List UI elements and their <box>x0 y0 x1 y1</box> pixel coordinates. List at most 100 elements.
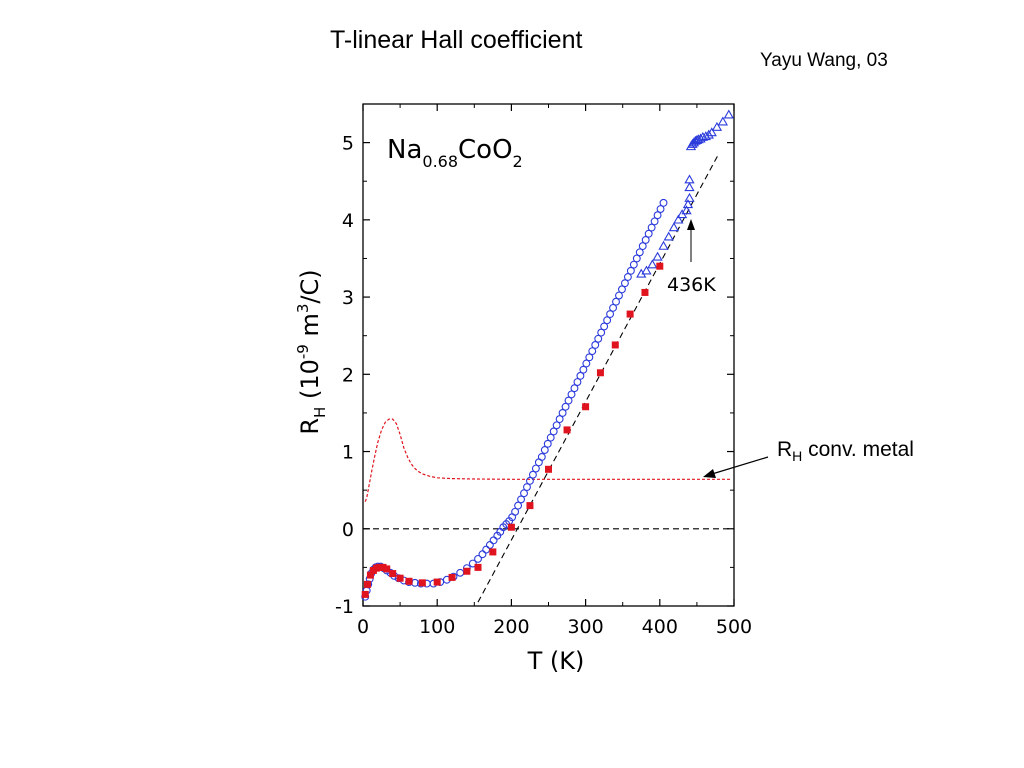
data-point-triangle <box>684 192 695 202</box>
data-point-square <box>611 341 619 349</box>
data-point-circle <box>647 223 656 232</box>
data-point-circle <box>594 334 603 343</box>
data-point-triangle <box>706 127 717 137</box>
data-point-square <box>507 523 515 531</box>
data-point-circle <box>514 501 523 510</box>
data-point-circle <box>606 310 615 319</box>
data-point-square <box>656 262 664 270</box>
data-point-triangle <box>636 268 647 278</box>
data-point-circle <box>468 559 477 568</box>
data-point-circle <box>635 248 644 257</box>
data-point-square <box>366 571 374 579</box>
data-point-circle <box>582 359 591 368</box>
y-tick-label: 2 <box>342 364 354 386</box>
data-point-circle <box>517 495 525 504</box>
data-point-square <box>526 502 534 510</box>
data-point-triangle <box>703 129 714 139</box>
data-point-triangle <box>652 251 663 261</box>
data-point-circle <box>612 297 620 306</box>
data-point-circle <box>525 476 534 485</box>
data-point-square <box>396 574 404 582</box>
data-point-circle <box>659 198 668 207</box>
data-point-circle <box>456 568 465 577</box>
data-point-circle <box>520 489 528 498</box>
data-point-circle <box>489 536 498 545</box>
y-tick-label: 4 <box>342 210 354 232</box>
data-point-circle <box>561 402 570 411</box>
data-point-circle <box>523 483 531 492</box>
data-point-circle <box>591 341 600 349</box>
data-point-circle <box>609 303 618 312</box>
callout-r: R <box>777 438 792 461</box>
data-point-circle <box>537 452 546 461</box>
axis-ticks <box>362 104 735 607</box>
data-point-circle <box>579 365 588 374</box>
conv-metal-arrow-line <box>711 456 769 475</box>
data-point-circle <box>626 266 635 275</box>
y-axis-label: RH (10-9 m3/C) <box>294 269 329 434</box>
data-point-triangle <box>684 182 695 192</box>
data-point-circle <box>531 464 540 473</box>
ylabel-close: /C) <box>296 269 324 303</box>
data-point-square <box>489 548 497 556</box>
data-point-triangle <box>658 240 669 250</box>
data-point-square <box>596 369 604 377</box>
data-point-circle <box>650 217 659 226</box>
data-point-circle <box>615 291 623 300</box>
ylabel-h: H <box>311 407 329 418</box>
x-tick-label: 100 <box>419 616 455 638</box>
data-point-triangle <box>681 205 692 215</box>
data-point-circle <box>573 378 582 386</box>
conv-metal-arrow-head <box>703 469 716 478</box>
data-point-triangle <box>641 265 652 275</box>
data-point-square <box>545 465 552 473</box>
data-point-triangle <box>684 174 695 184</box>
callout-rest: conv. metal <box>802 438 914 461</box>
y-tick-label: -1 <box>335 596 354 618</box>
formula-sub-2: 2 <box>513 152 523 171</box>
data-point-square <box>389 570 397 578</box>
data-point-circle <box>620 279 629 288</box>
callout-h: H <box>792 448 802 464</box>
data-point-circle <box>653 211 662 220</box>
data-point-circle <box>485 541 494 549</box>
data-point-square <box>433 578 441 586</box>
data-point-square <box>448 573 456 581</box>
y-tick-label: 0 <box>342 519 354 541</box>
data-point-circle <box>603 316 612 325</box>
data-point-square <box>361 590 369 598</box>
data-point-circle <box>597 328 606 337</box>
data-point-square <box>582 403 590 411</box>
data-point-circle <box>567 390 576 399</box>
data-point-square <box>474 563 482 571</box>
data-point-triangle <box>723 109 734 119</box>
data-point-circle <box>623 273 632 281</box>
data-point-circle <box>478 550 487 559</box>
data-point-circle <box>644 229 653 238</box>
data-point-square <box>383 565 391 573</box>
data-point-circle <box>482 545 491 554</box>
data-point-triangle <box>647 259 658 269</box>
data-point-triangle <box>663 231 674 241</box>
annotation-436k: 436K <box>667 274 716 296</box>
plot-frame <box>362 103 735 607</box>
y-tick-label: 5 <box>342 133 354 155</box>
data-point-circle <box>588 347 597 356</box>
data-point-square <box>375 563 383 571</box>
data-point-circle <box>555 415 564 424</box>
data-point-triangle <box>717 116 729 126</box>
data-point-square <box>563 426 571 434</box>
annotation-436k-arrow-head <box>687 219 695 230</box>
data-point-circle <box>549 427 558 436</box>
conv-metal-callout: RH conv. metal <box>777 438 914 464</box>
data-point-circle <box>576 371 585 380</box>
ylabel-m: m <box>296 313 324 344</box>
formula-sub-068: 0.68 <box>422 152 458 171</box>
plot-formula: Na0.68CoO2 <box>387 135 523 171</box>
ylabel-open: (10 <box>296 359 324 407</box>
x-tick-label: 500 <box>716 616 752 638</box>
data-point-square <box>363 580 371 588</box>
plot-layer <box>361 109 734 603</box>
